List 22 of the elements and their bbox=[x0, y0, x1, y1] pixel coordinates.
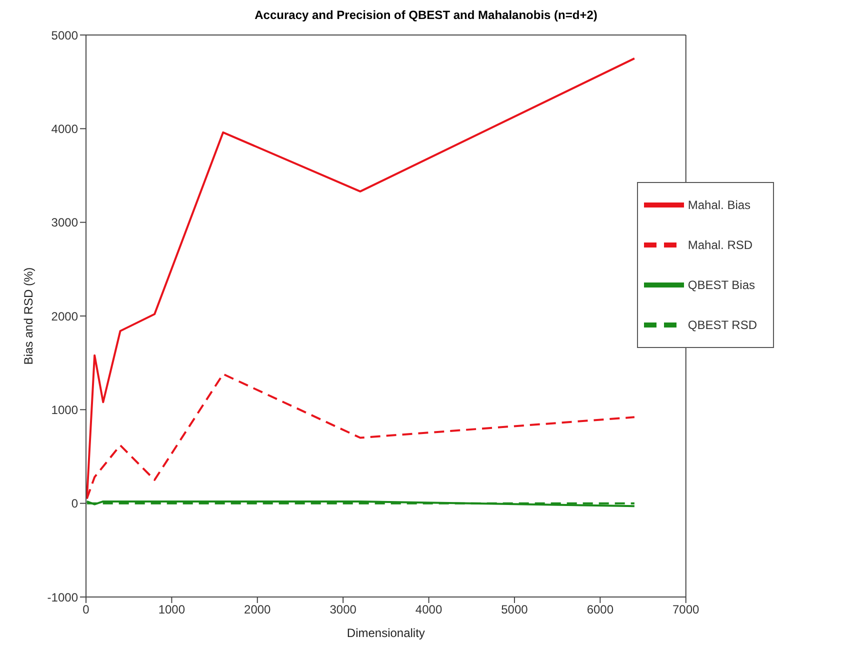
y-tick-label: 1000 bbox=[51, 402, 78, 417]
legend-label: Mahal. Bias bbox=[688, 198, 751, 212]
y-tick-label: -1000 bbox=[47, 590, 78, 604]
y-tick-label: 3000 bbox=[51, 216, 78, 230]
x-tick-label: 7000 bbox=[672, 602, 700, 617]
x-tick-label: 5000 bbox=[501, 602, 528, 617]
x-tick-label: 0 bbox=[82, 602, 90, 617]
legend-label: QBEST RSD bbox=[688, 318, 757, 332]
legend-label: Mahal. RSD bbox=[688, 238, 753, 252]
chart-title: Accuracy and Precision of QBEST and Mahalanobis (n=d+2) bbox=[254, 8, 598, 22]
x-tick-label: 2000 bbox=[244, 602, 272, 617]
y-tick-label: 2000 bbox=[51, 309, 78, 324]
x-tick-label: 6000 bbox=[586, 602, 614, 617]
y-tick-label: 4000 bbox=[51, 122, 78, 136]
y-tick-label: 0 bbox=[71, 496, 78, 511]
x-axis-title: Dimensionality bbox=[346, 626, 425, 640]
x-tick-label: 1000 bbox=[158, 602, 186, 617]
y-tick-label: 5000 bbox=[51, 28, 78, 42]
x-tick-label: 4000 bbox=[415, 602, 442, 617]
legend-label: QBEST Bias bbox=[688, 278, 755, 292]
y-axis-title: Bias and RSD (%) bbox=[21, 267, 36, 365]
x-tick-label: 3000 bbox=[330, 602, 357, 617]
